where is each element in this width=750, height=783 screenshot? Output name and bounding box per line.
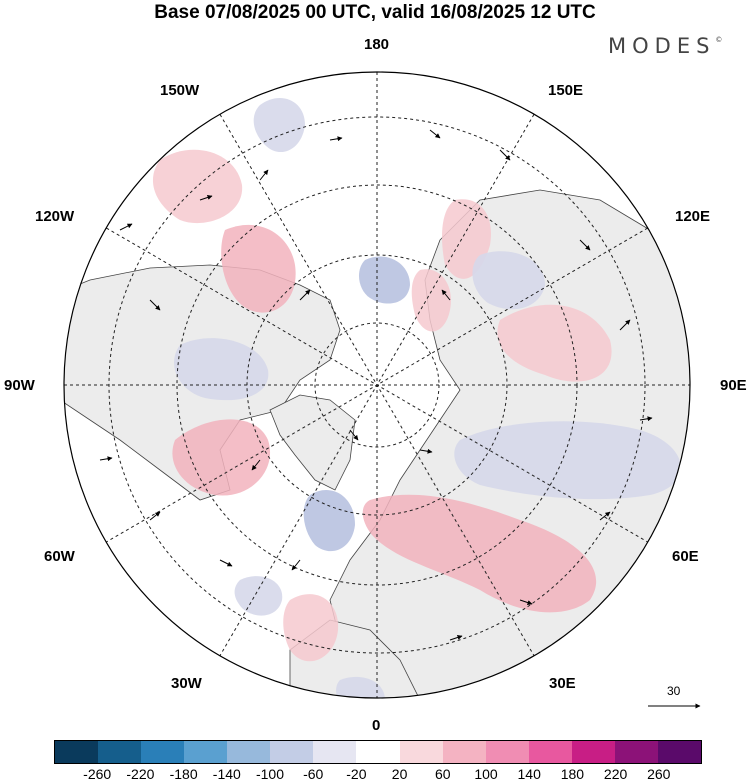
colorbar-segment <box>657 741 701 763</box>
wind-vector <box>579 239 591 251</box>
colorbar <box>54 740 702 764</box>
anomaly-positive <box>283 594 339 662</box>
land-greenland <box>269 394 356 491</box>
label-lon-90w: 90W <box>4 377 35 394</box>
colorbar-tick-label: -20 <box>346 766 367 782</box>
wind-vector <box>619 319 631 331</box>
colorbar-tick-label: -140 <box>212 766 241 782</box>
wind-vector <box>219 559 233 567</box>
wind-vector <box>449 635 463 641</box>
anomaly-positive <box>411 269 451 332</box>
colorbar-tick-label: 220 <box>603 766 628 782</box>
colorbar-segment <box>614 741 658 763</box>
anomaly-negative <box>234 576 283 616</box>
colorbar-tick-label: 20 <box>391 766 408 782</box>
colorbar-segment <box>55 741 99 763</box>
wind-vector <box>329 136 343 142</box>
colorbar-tick-label: -260 <box>83 766 112 782</box>
label-lon-120w: 120W <box>35 208 75 225</box>
meridian-line <box>95 221 659 549</box>
map-border <box>63 71 691 699</box>
colorbar-segment <box>442 741 486 763</box>
colorbar-tick-label: -220 <box>126 766 155 782</box>
colorbar-segment <box>141 741 185 763</box>
label-lon-30w: 30W <box>171 675 202 692</box>
reference-vector-value: 30 <box>667 684 681 698</box>
label-lon-150e: 150E <box>548 82 584 99</box>
wind-vector <box>149 511 161 521</box>
label-lon-60e: 60E <box>672 548 699 565</box>
colorbar-tick-label: 100 <box>474 766 498 782</box>
wind-vector <box>599 511 611 521</box>
anomaly-positive <box>172 419 271 496</box>
colorbar-segment <box>184 741 228 763</box>
anomaly-positive <box>221 224 296 313</box>
label-lon-30e: 30E <box>549 675 576 692</box>
wind-vector <box>99 456 113 462</box>
colorbar-tick-label: 60 <box>435 766 451 782</box>
label-lon-120e: 120E <box>675 208 711 225</box>
anomaly-negative <box>472 251 545 310</box>
anomaly-negative <box>336 676 385 698</box>
wind-vector <box>429 129 441 139</box>
colorbar-tick-label: -100 <box>255 766 285 782</box>
wind-vector <box>639 416 653 422</box>
wind-vector <box>519 599 533 605</box>
wind-vector <box>149 299 161 311</box>
colorbar-tick-label: 140 <box>517 766 541 782</box>
colorbar-segment <box>313 741 357 763</box>
wind-vector <box>441 289 451 301</box>
wind-vector <box>499 149 511 161</box>
label-lon-60w: 60W <box>44 548 75 565</box>
colorbar-segment <box>356 741 400 763</box>
label-lon-0: 0 <box>372 717 381 734</box>
brand-logo: MODES© <box>608 34 722 58</box>
label-lon-180: 180 <box>364 36 390 53</box>
wind-vector <box>259 169 269 181</box>
colorbar-segment <box>399 741 443 763</box>
colorbar-tick-label: -180 <box>169 766 198 782</box>
colorbar-segment <box>485 741 529 763</box>
colorbar-tick-label: 260 <box>647 766 671 782</box>
anomaly-negative <box>454 421 681 500</box>
colorbar-tick-label: 180 <box>560 766 585 782</box>
brand-mark: © <box>715 36 723 44</box>
brand-name: MODES <box>608 34 716 58</box>
anomaly-negative <box>358 256 410 304</box>
wind-vector <box>349 429 359 441</box>
colorbar-segment <box>571 741 615 763</box>
wind-vector <box>119 223 133 231</box>
label-lon-150w: 150W <box>160 82 200 99</box>
anomaly-positive <box>497 304 612 382</box>
anomaly-positive <box>362 494 597 613</box>
wind-vector <box>419 448 433 454</box>
colorbar-segment <box>227 741 271 763</box>
colorbar-segment <box>270 741 314 763</box>
anomaly-negative <box>253 97 305 153</box>
wind-vector <box>291 559 301 571</box>
colorbar-segment <box>98 741 142 763</box>
colorbar-segment <box>528 741 572 763</box>
wind-vector <box>299 289 311 301</box>
wind-vector <box>251 459 261 471</box>
label-lon-90e: 90E <box>720 377 747 394</box>
map-title: Base 07/08/2025 00 UTC, valid 16/08/2025… <box>154 2 596 23</box>
wind-vector <box>199 195 213 201</box>
colorbar-tick-label: -60 <box>303 766 324 782</box>
anomaly-negative <box>303 489 355 552</box>
